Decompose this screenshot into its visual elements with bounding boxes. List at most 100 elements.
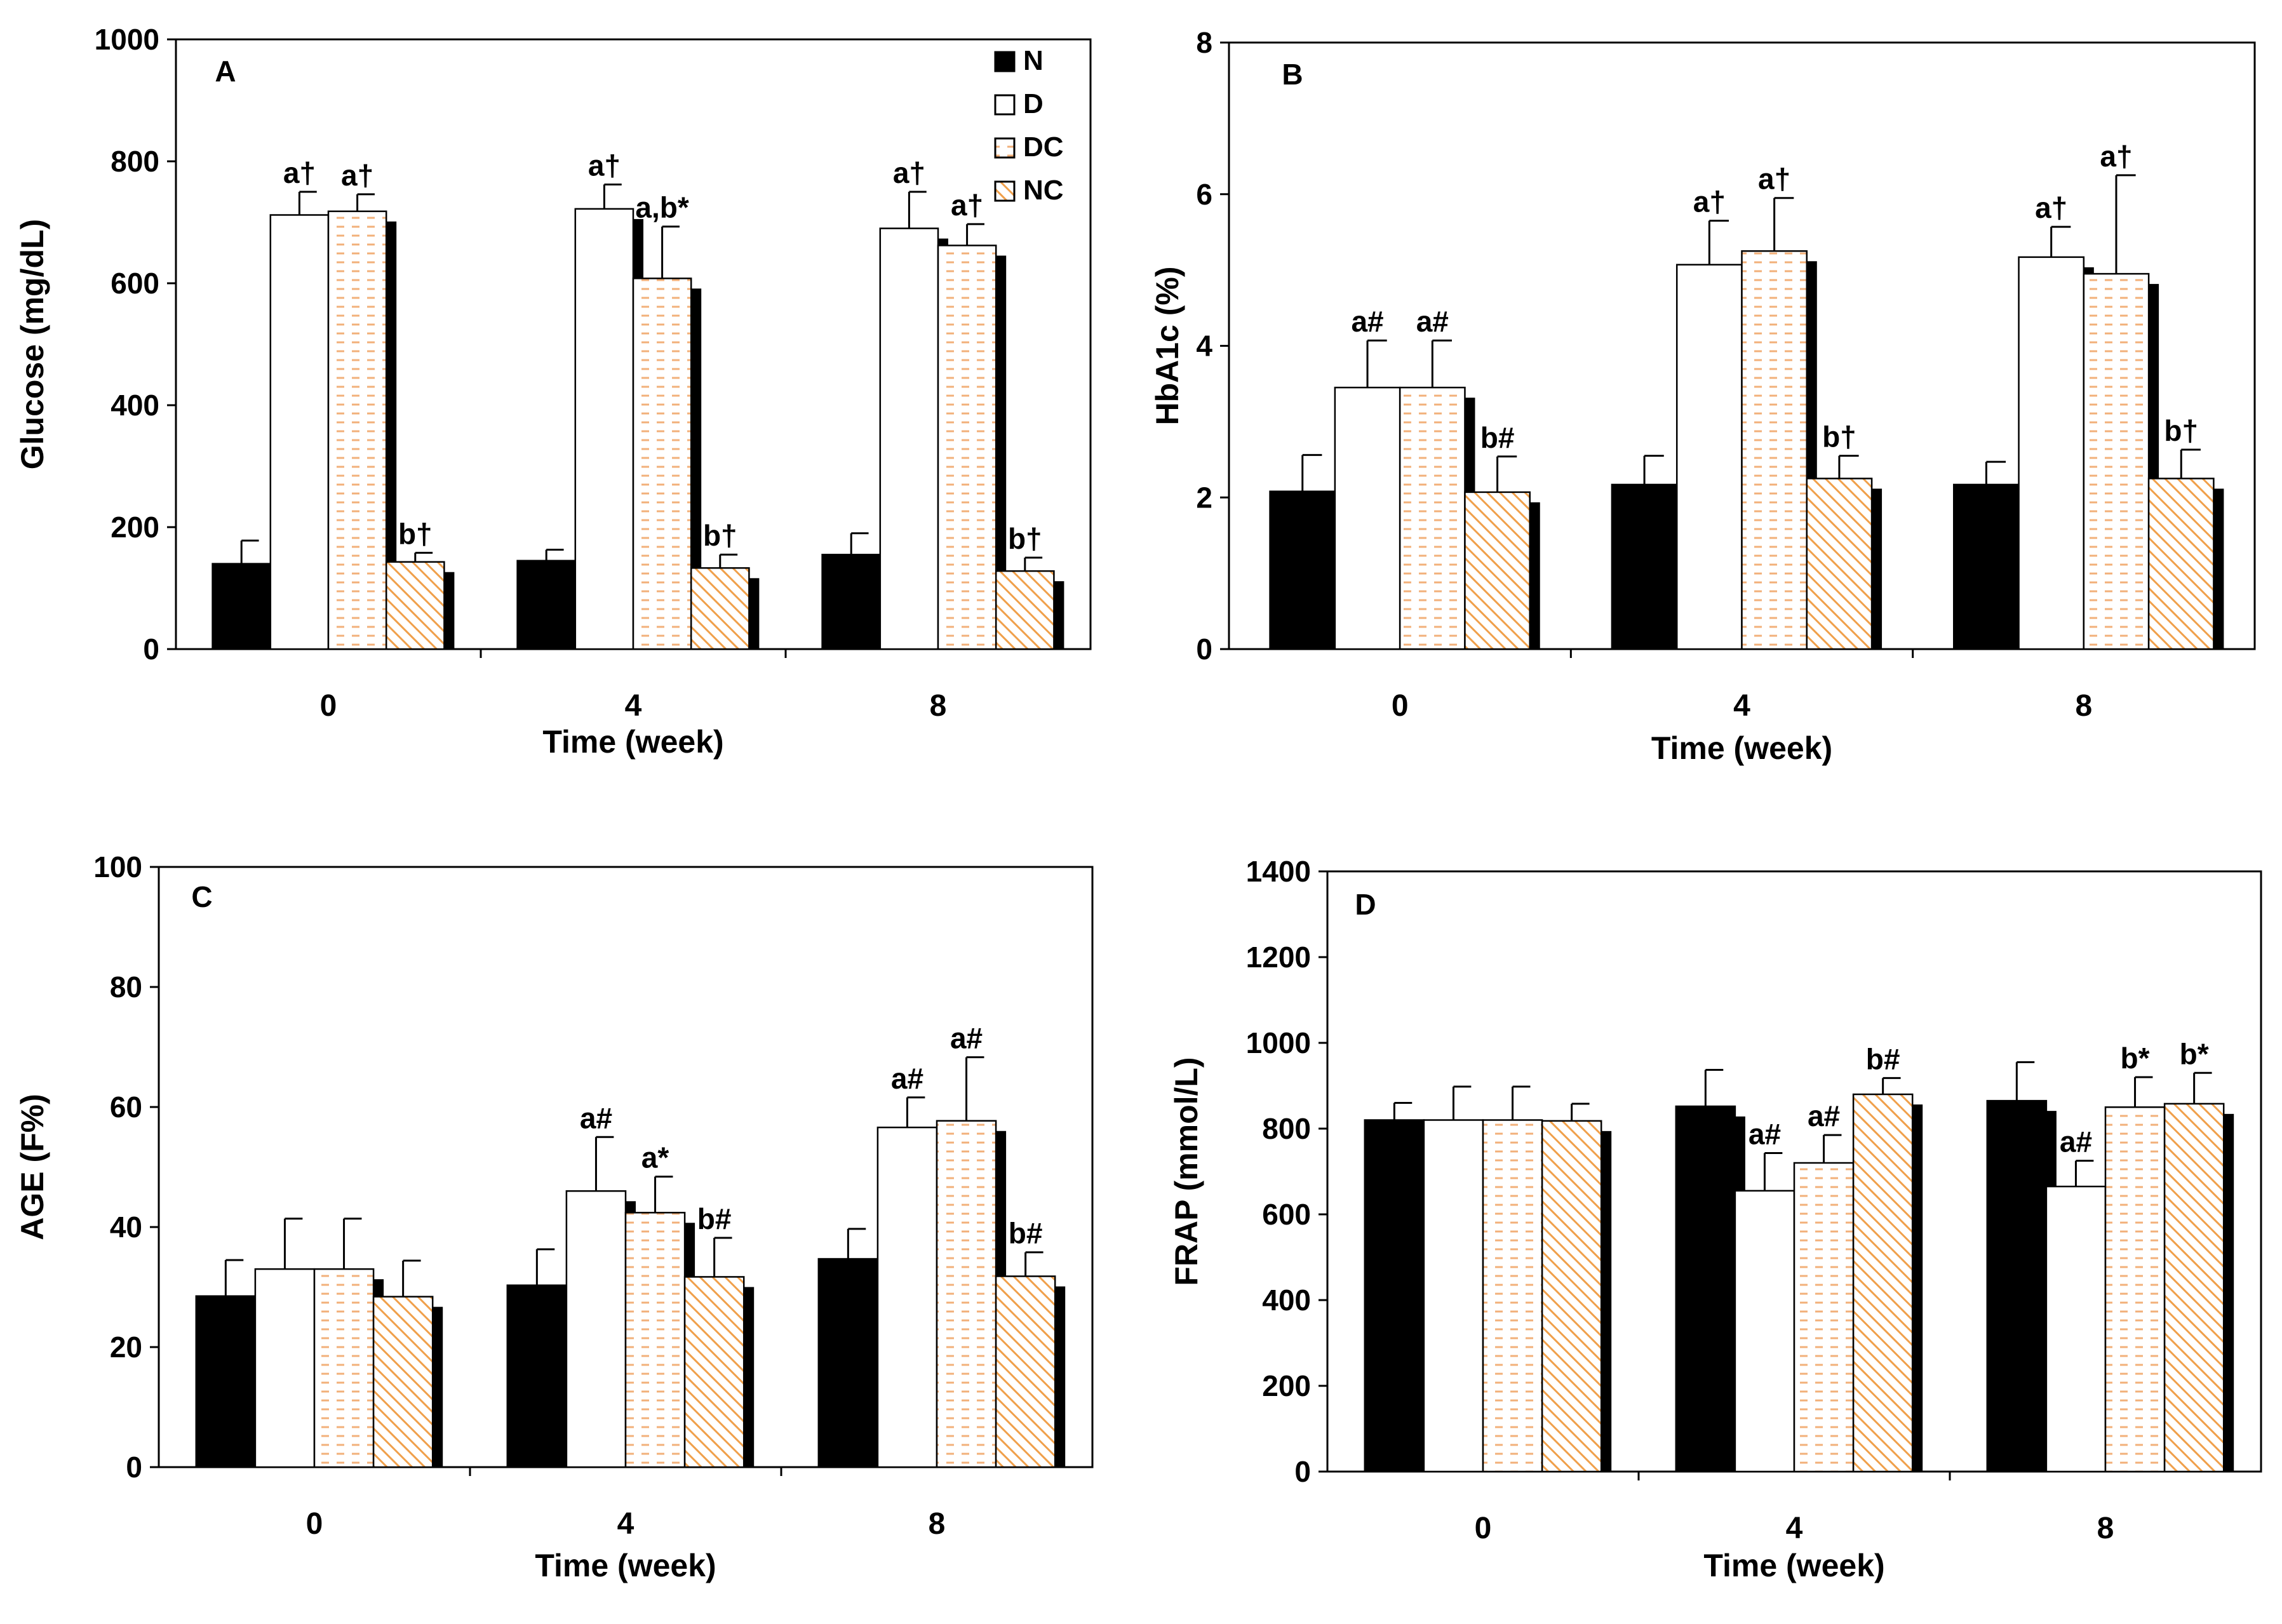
y-tick-label: 8 — [1196, 26, 1212, 59]
significance-label: a# — [2060, 1125, 2092, 1158]
bar-n — [821, 553, 882, 650]
bar-n — [506, 1284, 568, 1468]
bar-dc — [937, 245, 997, 650]
bar-d — [876, 1126, 938, 1468]
bar-d — [2045, 1185, 2107, 1473]
x-axis-title: Time (week) — [535, 1548, 716, 1583]
bar-dc — [327, 210, 387, 650]
y-tick-label: 1000 — [1246, 1026, 1311, 1059]
significance-label: b† — [1008, 522, 1042, 555]
bar-nc — [995, 570, 1055, 650]
significance-label: a† — [2100, 140, 2132, 173]
y-tick-label: 80 — [110, 970, 142, 1003]
bar-d — [269, 214, 330, 650]
y-tick-label: 400 — [111, 389, 159, 422]
bar-d — [565, 1190, 627, 1468]
significance-label: b# — [1480, 421, 1515, 454]
significance-label: a# — [891, 1062, 923, 1095]
y-axis-title: Glucose (mg/dL) — [15, 219, 50, 469]
significance-label: b† — [398, 517, 433, 550]
bar-n — [1611, 483, 1678, 650]
legend-label: DC — [1023, 131, 1064, 163]
bar-n — [211, 563, 272, 650]
bar-d — [2018, 256, 2085, 650]
y-axis-title: HbA1c (%) — [1150, 266, 1185, 425]
y-axis-title: FRAP (mmol/L) — [1169, 1057, 1204, 1285]
x-tick-label: 8 — [2075, 689, 2092, 723]
y-axis-title: AGE (F%) — [15, 1094, 50, 1240]
x-tick-label: 0 — [1392, 689, 1409, 723]
bar-dc — [936, 1120, 997, 1468]
legend-item: DC — [994, 131, 1064, 163]
bar-n — [1269, 490, 1336, 650]
y-tick-label: 40 — [110, 1211, 142, 1244]
significance-label: a† — [588, 149, 621, 182]
legend-item: NC — [994, 175, 1064, 206]
bar-nc — [1806, 478, 1873, 650]
bar-nc — [690, 567, 750, 650]
panel-label: B — [1282, 58, 1303, 91]
legend-label: D — [1023, 88, 1044, 119]
bar-nc — [385, 561, 445, 650]
legend-label: N — [1023, 45, 1044, 76]
x-tick-label: 4 — [617, 1507, 634, 1541]
x-tick-label: 0 — [320, 689, 337, 723]
significance-label: b† — [1822, 420, 1856, 453]
y-tick-label: 600 — [1262, 1198, 1311, 1231]
bar-d — [1734, 1190, 1795, 1473]
y-tick-label: 400 — [1262, 1284, 1311, 1317]
panel-label: D — [1355, 888, 1376, 921]
y-tick-label: 0 — [143, 633, 159, 666]
y-tick-label: 200 — [111, 511, 159, 544]
significance-label: a† — [951, 189, 983, 222]
bar-d — [254, 1268, 316, 1468]
x-tick-label: 4 — [1733, 689, 1750, 723]
significance-label: a# — [950, 1022, 983, 1055]
y-tick-label: 0 — [1196, 633, 1212, 666]
y-tick-label: 200 — [1262, 1369, 1311, 1402]
panel-label: A — [215, 55, 236, 88]
bar-dc — [624, 1212, 686, 1468]
x-tick-label: 4 — [1786, 1512, 1803, 1545]
bar-d — [1334, 386, 1401, 650]
panel-a: 0 200 400 600 800 1000 Glucose (mg/dL) Time (we… — [15, 23, 1092, 760]
bar-d — [879, 227, 939, 650]
bar-dc — [632, 278, 692, 650]
y-tick-label: 600 — [111, 267, 159, 300]
y-tick-label: 20 — [110, 1331, 142, 1364]
legend-label: NC — [1023, 175, 1064, 206]
significance-label: a# — [1808, 1099, 1840, 1132]
significance-label: b# — [1009, 1217, 1043, 1250]
bar-d — [1423, 1119, 1484, 1473]
x-axis-title: Time (week) — [542, 724, 723, 760]
significance-label: b* — [2121, 1042, 2150, 1075]
bar-n — [1675, 1105, 1736, 1473]
y-tick-label: 1400 — [1246, 855, 1311, 888]
bar-n — [817, 1258, 879, 1468]
y-tick-label: 1200 — [1246, 941, 1311, 974]
bar-nc — [372, 1296, 434, 1468]
bar-n — [1953, 483, 2020, 650]
panel-b: 0 2 4 6 8 HbA1c (%) Time (week) B 0 a# a# b# 4 a† a† b†… — [1150, 26, 2256, 766]
bar-dc — [2083, 272, 2150, 650]
legend-item: D — [994, 88, 1044, 119]
significance-label: a# — [580, 1101, 612, 1134]
bar-nc — [1464, 491, 1531, 650]
significance-label: a† — [2035, 191, 2067, 224]
x-tick-label: 0 — [306, 1507, 323, 1541]
bar-nc — [683, 1276, 745, 1468]
bar-nc — [2147, 478, 2215, 650]
legend-swatch — [994, 94, 1016, 116]
significance-label: a† — [1758, 163, 1790, 196]
significance-label: b† — [703, 519, 737, 552]
bar-n — [1364, 1119, 1425, 1473]
bar-dc — [313, 1268, 375, 1468]
panel-label: C — [191, 880, 212, 913]
bar-dc — [1741, 250, 1808, 650]
bar-n — [195, 1295, 257, 1468]
significance-label: a† — [1693, 185, 1726, 218]
x-tick-label: 8 — [2097, 1512, 2114, 1545]
x-tick-label: 4 — [625, 689, 642, 723]
bar-nc — [1541, 1120, 1602, 1473]
